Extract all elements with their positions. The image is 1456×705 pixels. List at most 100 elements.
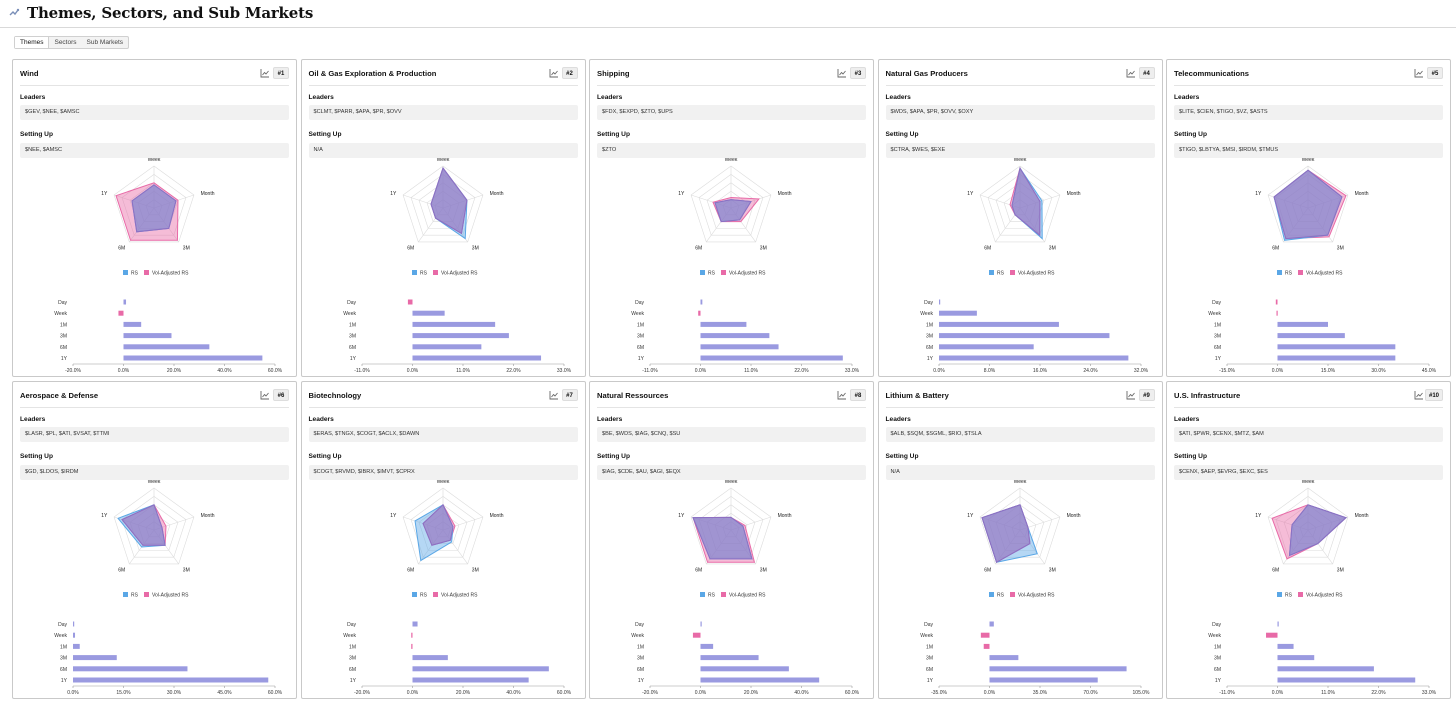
divider bbox=[20, 407, 289, 408]
line-chart-icon[interactable] bbox=[260, 390, 270, 400]
radar-spoke bbox=[153, 207, 179, 243]
leaders-label: Leaders bbox=[597, 416, 623, 423]
bar-period-label: 1Y bbox=[638, 678, 645, 684]
leaders-list: $FDX, $EXPD, $ZTO, $UPS bbox=[597, 105, 866, 120]
bar-period-label: Day bbox=[347, 300, 356, 306]
line-chart-icon[interactable] bbox=[549, 390, 559, 400]
bar-period-label: 6M bbox=[60, 667, 67, 673]
card-title: Aerospace & Defense bbox=[20, 391, 99, 400]
radar-grid-ring bbox=[1291, 512, 1325, 544]
radar-axis-label: 1Y bbox=[390, 191, 397, 197]
radar-spoke bbox=[994, 529, 1020, 565]
radar-axis-label: 1Y bbox=[1255, 191, 1262, 197]
radar-spoke bbox=[994, 207, 1020, 243]
radar-grid-ring bbox=[145, 199, 163, 216]
rank-badge: #7 bbox=[561, 389, 578, 401]
leaders-label: Leaders bbox=[597, 94, 623, 101]
line-chart-icon[interactable] bbox=[1414, 68, 1424, 78]
line-chart-icon[interactable] bbox=[549, 68, 559, 78]
rs-bar bbox=[1276, 310, 1278, 316]
setting-up-label: Setting Up bbox=[1174, 131, 1207, 138]
radar-overlap bbox=[421, 503, 454, 546]
bar-period-label: 1M bbox=[349, 644, 356, 650]
bar-period-label: Day bbox=[1212, 622, 1221, 628]
radar-axis-label: 3M bbox=[471, 246, 478, 252]
tab-themes[interactable]: Themes bbox=[15, 37, 50, 48]
rs-bar-chart: Day Week 1M 3M 6M 1Y -20.0% 0.0% 20.0% 40.0% 60.0% bbox=[54, 299, 283, 374]
leaders-list: $LITE, $CIEN, $TIGO, $VZ, $ASTS bbox=[1174, 105, 1443, 120]
rank-badge: #3 bbox=[850, 67, 866, 79]
radar-grid-ring bbox=[706, 504, 756, 551]
rs-bar bbox=[123, 333, 172, 339]
bar-x-tick-label: 45.0% bbox=[217, 690, 232, 696]
bar-period-label: 3M bbox=[349, 334, 356, 340]
radar-axis-label: 6M bbox=[984, 246, 991, 252]
radar-spoke bbox=[153, 516, 195, 531]
bar-period-label: 1M bbox=[349, 322, 356, 328]
setting-up-list: $COGT, $RVMD, $IBRX, $IMVT, $CPRX bbox=[308, 465, 578, 480]
bar-x-tick-label: 0.0% bbox=[406, 368, 418, 374]
line-chart-icon[interactable] bbox=[837, 68, 847, 78]
radar-axis-label: Week bbox=[1013, 158, 1026, 163]
bar-x-tick-label: 0.0% bbox=[983, 690, 995, 696]
radar-axis-label: Week bbox=[148, 158, 161, 163]
bar-period-label: 1M bbox=[60, 322, 67, 328]
setting-up-label: Setting Up bbox=[308, 453, 342, 460]
tab-sectors[interactable]: Sectors bbox=[54, 39, 77, 46]
radar-spoke bbox=[1019, 516, 1060, 531]
radar-axis-label: 3M bbox=[1048, 568, 1055, 574]
radar-axis-label: 6M bbox=[118, 246, 125, 252]
line-chart-icon[interactable] bbox=[1126, 68, 1136, 78]
legend-vol-label: Vol-Adjusted RS bbox=[152, 271, 189, 277]
card-title: Oil & Gas Exploration & Production bbox=[308, 69, 437, 78]
theme-card: Lithium & Battery #9 Leaders $ALB, $SQM, $S… bbox=[877, 381, 1163, 699]
bar-period-label: Day bbox=[924, 622, 933, 628]
bar-x-tick-label: 33.0% bbox=[845, 368, 860, 374]
bar-period-label: 6M bbox=[637, 667, 644, 673]
line-chart-icon[interactable] bbox=[837, 390, 847, 400]
radar-chart: Week Month 3M 6M 1Y RS Vol-Adjusted RS bbox=[678, 158, 791, 277]
radar-grid-ring bbox=[690, 487, 772, 565]
setting-up-label: Setting Up bbox=[1174, 453, 1207, 460]
rs-bar bbox=[73, 677, 269, 683]
line-chart-icon[interactable] bbox=[260, 68, 270, 78]
bar-x-tick-label: 60.0% bbox=[268, 368, 283, 374]
radar-grid-ring bbox=[137, 190, 171, 222]
rs-bar bbox=[700, 299, 703, 305]
bar-period-label: 1M bbox=[637, 322, 644, 328]
radar-spoke bbox=[1019, 207, 1045, 243]
rs-bar bbox=[73, 621, 75, 627]
rs-bar bbox=[1277, 621, 1279, 627]
rs-bar-chart: Day Week 1M 3M 6M 1Y -35.0% 0.0% 35.0% 70.0% 105.0… bbox=[920, 621, 1150, 696]
radar-grid-ring bbox=[1299, 521, 1317, 538]
legend-rs-swatch bbox=[700, 592, 705, 597]
radar-grid-ring bbox=[121, 496, 187, 558]
bar-period-label: Day bbox=[1212, 300, 1221, 306]
bar-x-tick-label: 30.0% bbox=[1371, 368, 1386, 374]
bar-x-tick-label: 30.0% bbox=[167, 690, 182, 696]
radar-axis-label: Month bbox=[201, 513, 215, 519]
bar-period-label: 6M bbox=[1214, 667, 1221, 673]
radar-axis-label: 1Y bbox=[678, 191, 685, 197]
radar-spoke bbox=[730, 516, 772, 531]
radar-axis-label: 3M bbox=[1337, 246, 1344, 252]
legend-rs-swatch bbox=[123, 270, 128, 275]
radar-grid-ring bbox=[145, 521, 163, 538]
divider bbox=[597, 407, 866, 408]
radar-axis-label: 3M bbox=[471, 568, 478, 574]
line-chart-icon[interactable] bbox=[1126, 390, 1136, 400]
bar-period-label: Day bbox=[635, 300, 644, 306]
setting-up-list: $IAG, $CDE, $AU, $AGI, $EQX bbox=[597, 465, 866, 480]
radar-grid-ring bbox=[698, 496, 764, 558]
radar-grid-ring bbox=[1291, 190, 1325, 222]
setting-up-list: $CTRA, $WES, $EXE bbox=[885, 143, 1155, 158]
radar-axis-label: Week bbox=[1302, 480, 1315, 485]
radar-spoke bbox=[1307, 516, 1349, 531]
radar-grid-ring bbox=[714, 512, 748, 544]
tab-sub-markets[interactable]: Sub Markets bbox=[86, 39, 124, 46]
rs-bar bbox=[73, 643, 80, 649]
legend-vol-label: Vol-Adjusted RS bbox=[441, 593, 478, 599]
divider bbox=[885, 407, 1155, 408]
radar-grid-ring bbox=[402, 487, 483, 565]
line-chart-icon[interactable] bbox=[1414, 390, 1424, 400]
